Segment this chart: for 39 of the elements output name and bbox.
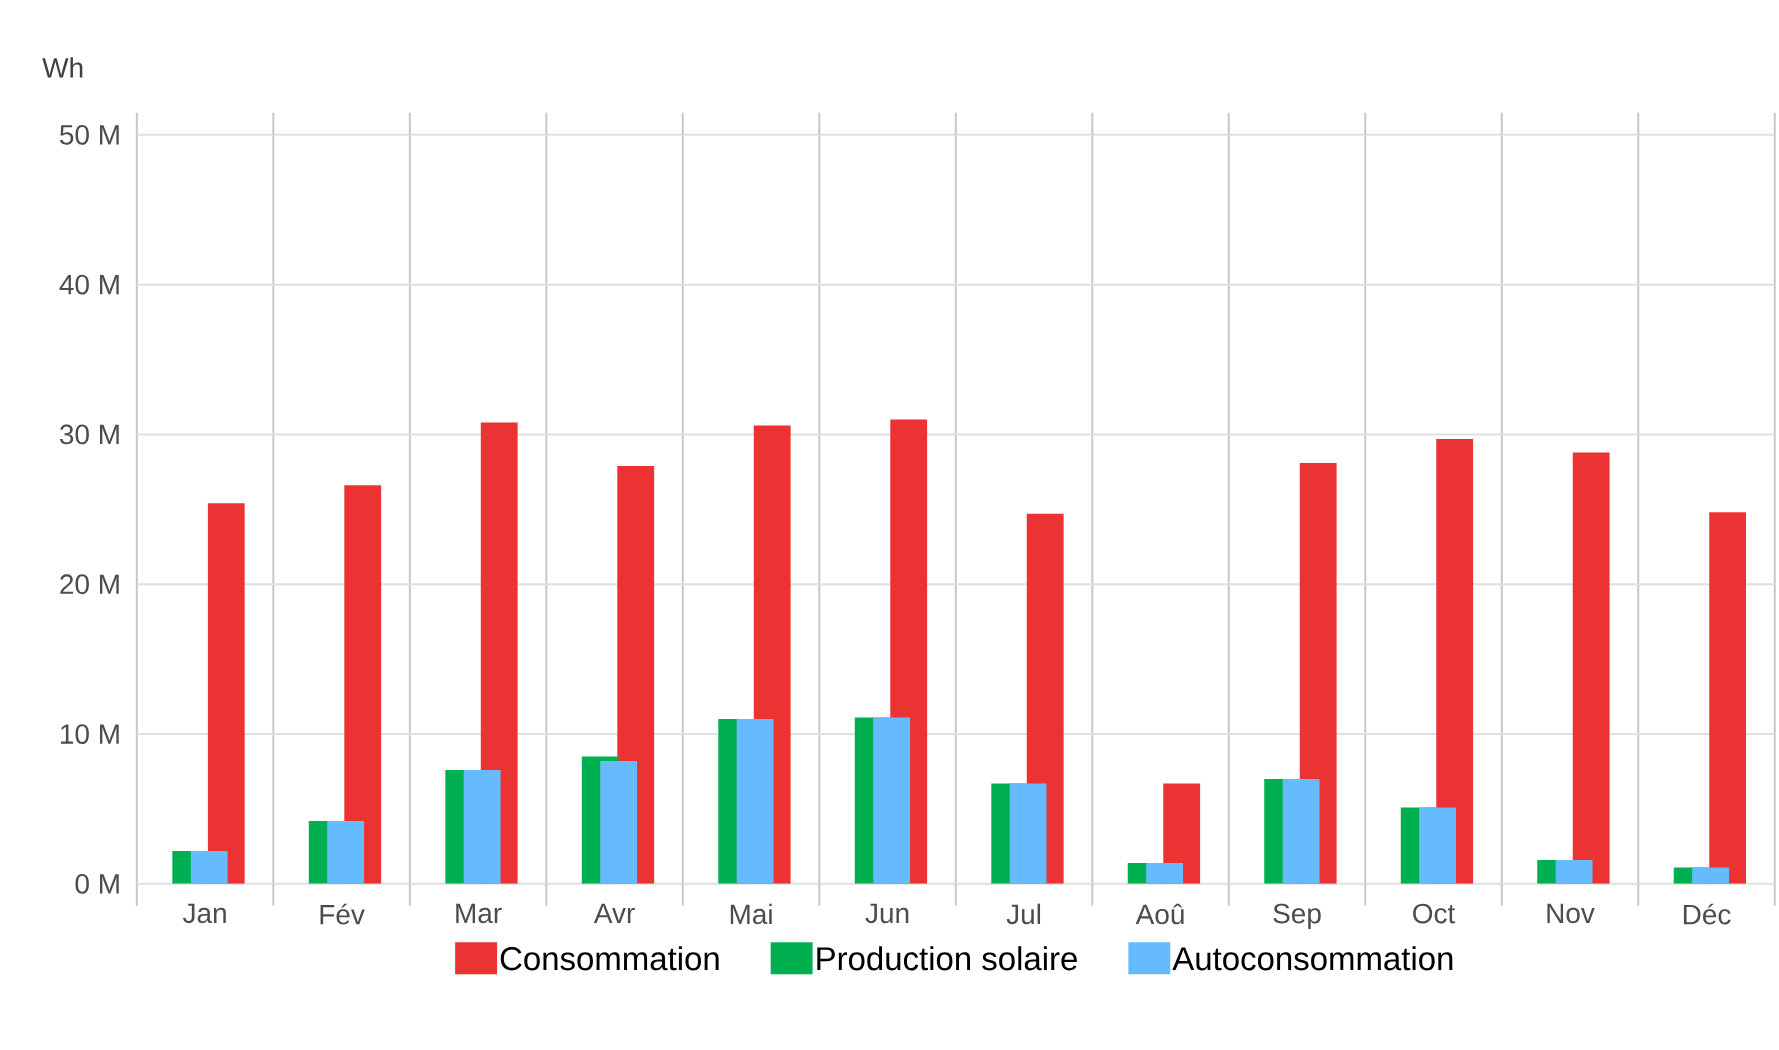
y-tick-label: 0 M — [75, 874, 119, 894]
x-tick-label: Sep — [1273, 903, 1321, 930]
bar — [463, 770, 501, 885]
bar — [1572, 452, 1610, 885]
x-tick-label: Déc — [1683, 903, 1731, 925]
bar — [327, 821, 365, 885]
y-tick-label: 30 M — [59, 424, 119, 445]
bar — [1282, 779, 1320, 885]
y-tick-label: 50 M — [60, 125, 119, 145]
x-tick-label: Avr — [593, 903, 635, 924]
bar — [736, 719, 774, 885]
y-tick-label: 40 M — [59, 274, 119, 295]
x-tick-label: Jun — [865, 903, 909, 924]
y-tick-label: 10 M — [61, 724, 119, 745]
bar — [1709, 512, 1747, 885]
legend-label: Production solaire — [817, 946, 1077, 971]
x-tick-label: Mar — [456, 903, 502, 924]
bar — [190, 851, 228, 885]
x-tick-label: Nov — [1547, 903, 1595, 924]
bar — [1436, 439, 1474, 885]
legend-label: Consommation — [500, 946, 719, 971]
x-tick-label: Aoû — [1135, 903, 1184, 925]
y-tick-label: 20 M — [60, 574, 119, 595]
bar — [1146, 863, 1184, 885]
x-tick-label: Jul — [1006, 903, 1041, 925]
legend-label: Autoconsommation — [1172, 946, 1453, 971]
bar — [600, 761, 638, 885]
x-tick-label: Jan — [182, 903, 226, 924]
bar — [344, 485, 382, 885]
y-axis-title: Wh — [42, 57, 83, 78]
bar — [1419, 807, 1457, 885]
bar — [1692, 867, 1730, 885]
bar — [207, 503, 245, 885]
bar — [873, 717, 911, 885]
bar — [1009, 783, 1047, 885]
x-tick-label: Mai — [730, 903, 772, 925]
x-tick-label: Fév — [320, 903, 365, 925]
x-tick-label: Oct — [1413, 903, 1456, 924]
bar — [1555, 860, 1593, 885]
